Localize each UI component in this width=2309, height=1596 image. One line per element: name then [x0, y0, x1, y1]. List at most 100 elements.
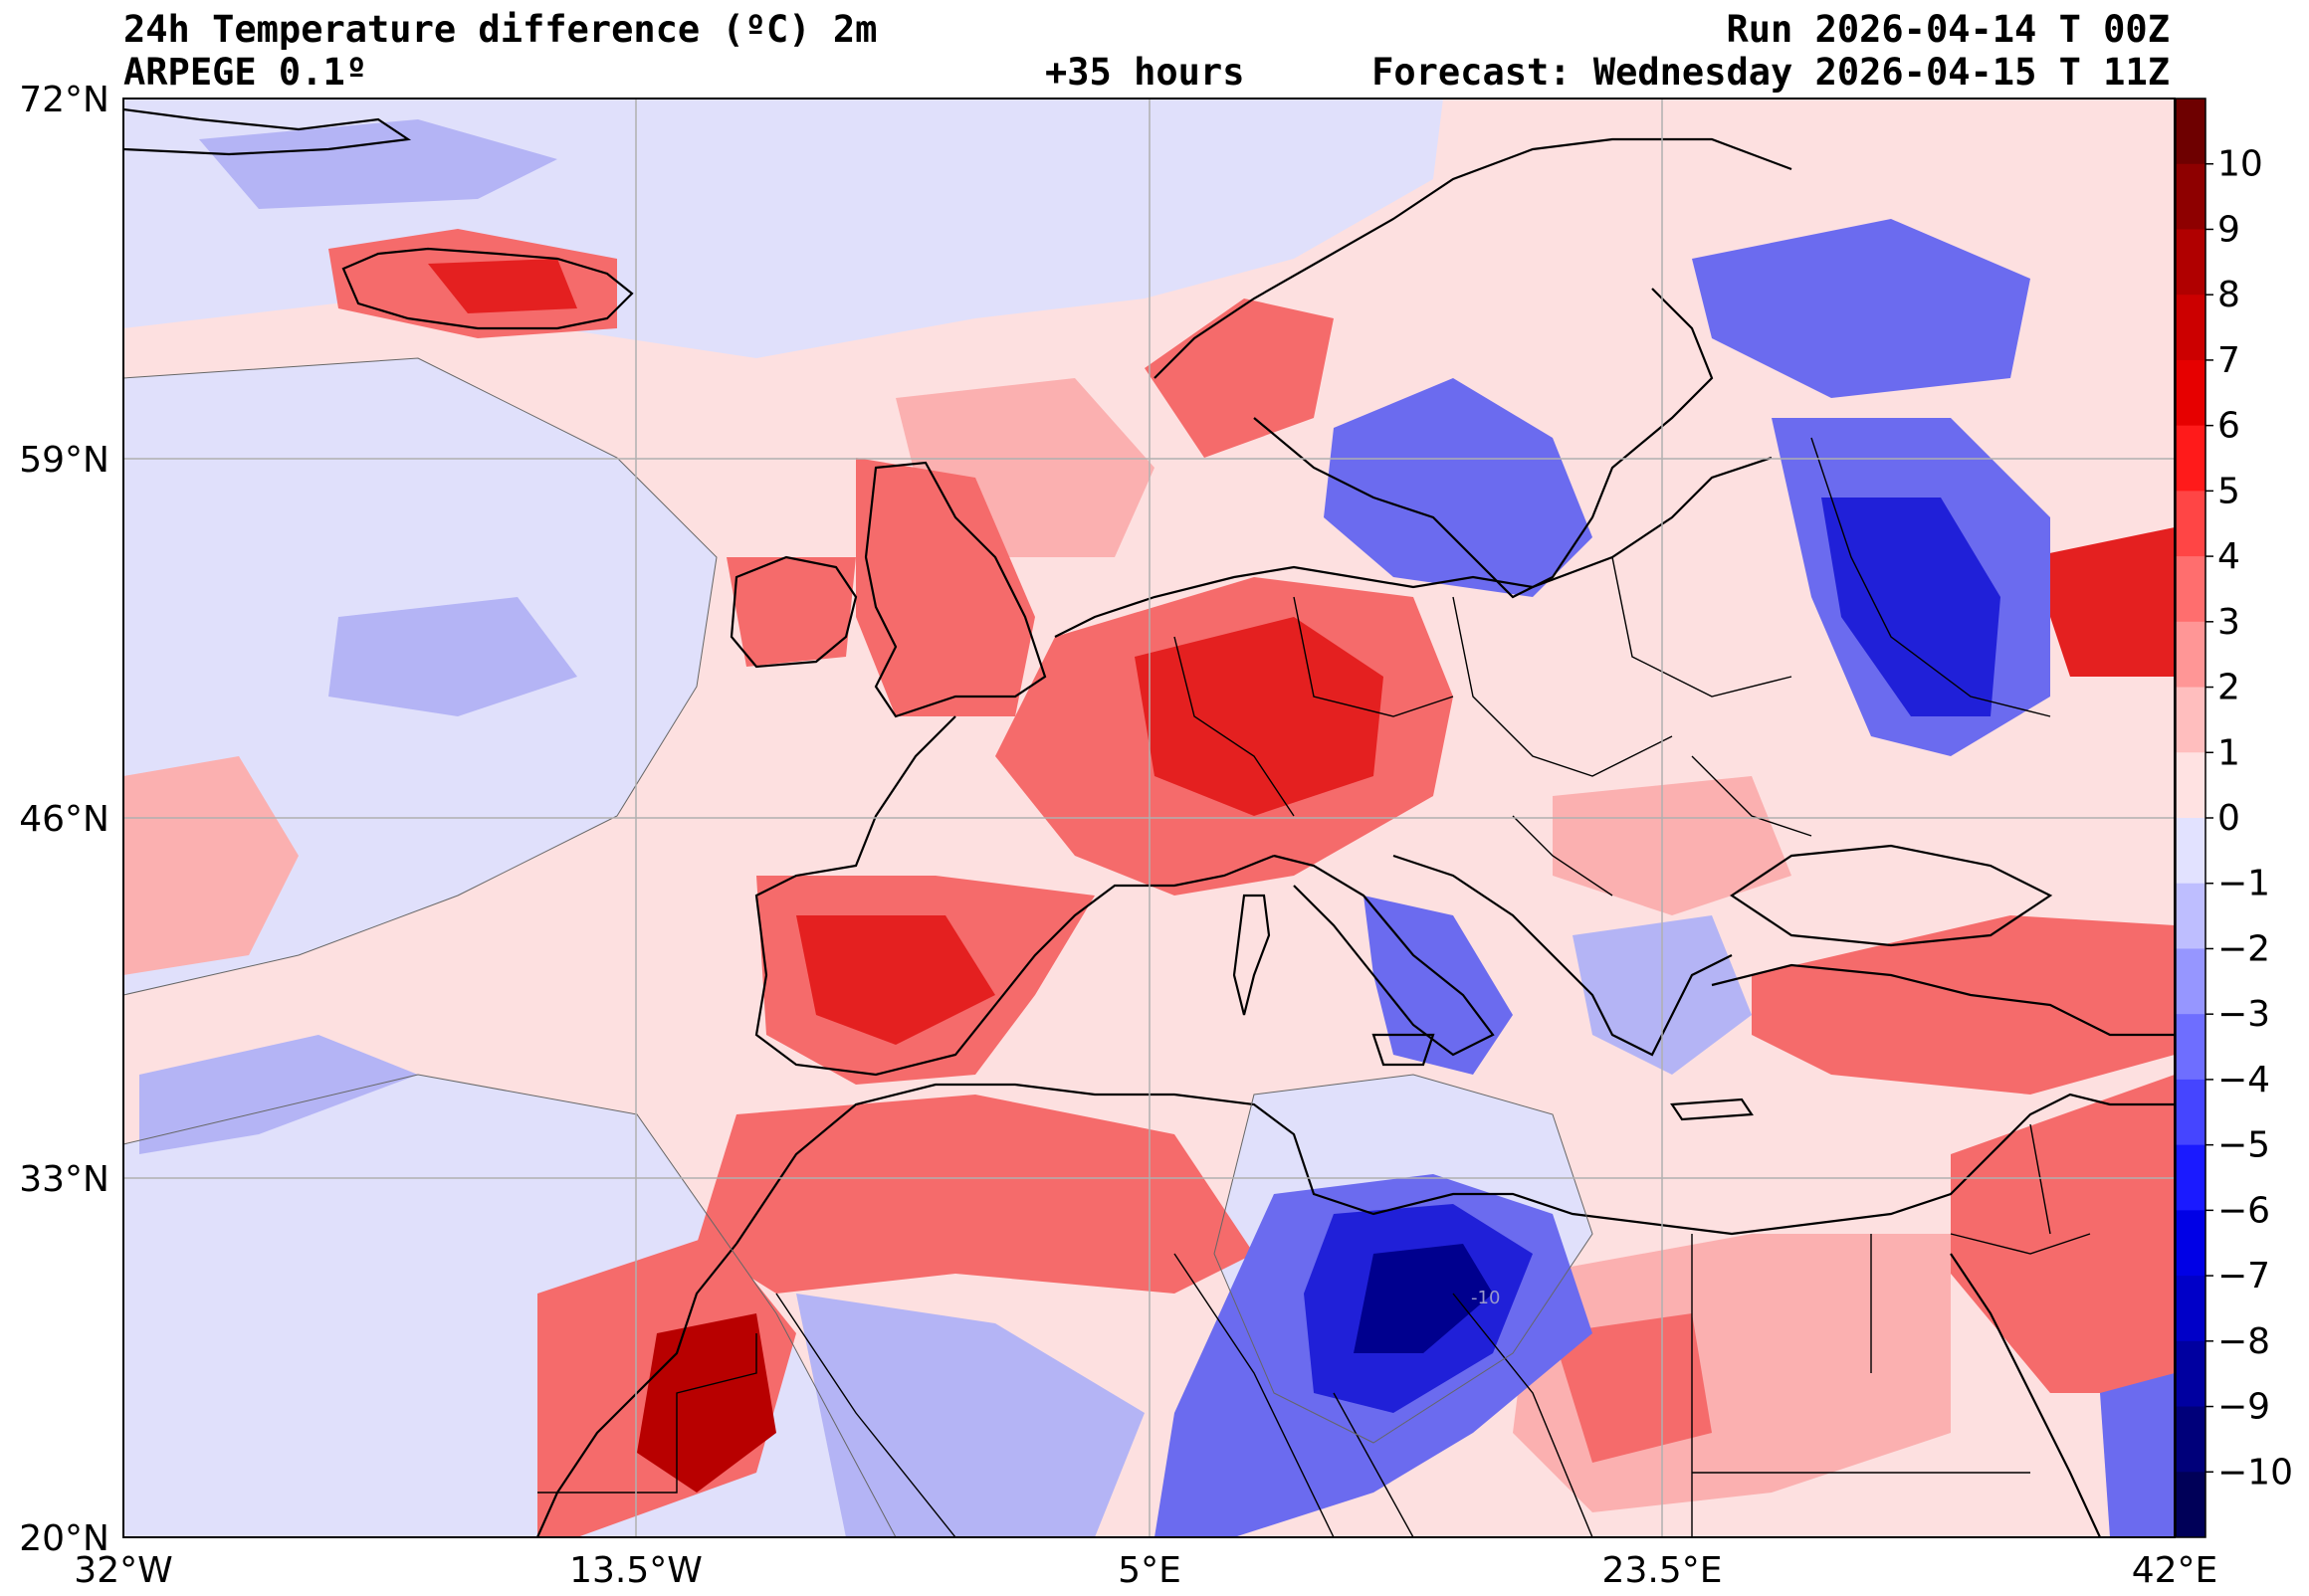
model-label: ARPEGE 0.1º [123, 51, 368, 94]
colorbar-level-label: −2 [2217, 928, 2270, 969]
colorbar-swatch [2176, 556, 2205, 623]
lon-axis-labels: 32°W 13.5°W 5°E 23.5°E 42°E [74, 1550, 2217, 1591]
colorbar-swatch [2176, 1406, 2205, 1473]
field-cool-scandinavia [1324, 378, 1592, 597]
colorbar-swatch [2176, 1340, 2205, 1408]
colorbar-level-label: 10 [2217, 144, 2263, 185]
colorbar-swatch [2176, 1276, 2205, 1342]
lon-label-42e: 42°E [2132, 1550, 2218, 1591]
field-cool-finland [1692, 219, 2030, 398]
colorbar-swatch [2176, 752, 2205, 819]
field-warm-iberia-core [796, 915, 995, 1045]
colorbar [2175, 98, 2213, 1538]
border-lines [775, 437, 2091, 1537]
coast-continent-north [1054, 456, 1773, 638]
field-warm-europe-core [1135, 617, 1383, 816]
colorbar-level-label: −1 [2217, 864, 2270, 904]
field-cool-russia-core [1821, 498, 2000, 716]
coast-crete [1670, 1097, 1754, 1121]
run-label: Run 2026-04-14 T 00Z [1726, 8, 2170, 51]
gridlines [123, 99, 2175, 1537]
coast-balkans-greece [1392, 854, 1733, 1057]
lat-label-72: 72°N [19, 80, 109, 120]
colorbar-level-label: −7 [2217, 1256, 2270, 1297]
field-warm-balkans [1553, 776, 1791, 915]
colorbar-level-label: 4 [2217, 536, 2240, 577]
lat-label-20: 20°N [19, 1518, 109, 1559]
colorbar-level-label: 3 [2217, 602, 2240, 643]
field-cool-sahara-deep [1354, 1244, 1493, 1353]
field-warm-norway [1145, 299, 1334, 458]
contour-label: -10 [1471, 1288, 1500, 1308]
field-warm-ireland [727, 557, 856, 667]
coast-sicily [1371, 1033, 1435, 1067]
chart-title: 24h Temperature difference (ºC) 2m [123, 8, 878, 51]
coast-greenland-tip [123, 107, 412, 156]
colorbar-level-label: 2 [2217, 668, 2240, 708]
lat-label-33: 33°N [19, 1159, 109, 1200]
field-warm-middle-east [1951, 1075, 2175, 1393]
colorbar-level-label: −10 [2217, 1452, 2293, 1493]
field-cool-redsea [2100, 1373, 2175, 1537]
colorbar-level-label: 7 [2217, 340, 2240, 381]
colorbar-swatch [2176, 229, 2205, 296]
colorbar-swatch [2176, 818, 2205, 885]
colorbar-swatch [2176, 1079, 2205, 1146]
map-field: -10 [123, 99, 2175, 1537]
colorbar-swatch [2176, 1144, 2205, 1211]
colorbar-swatch [2176, 491, 2205, 557]
colorbar-level-label: −5 [2217, 1125, 2270, 1166]
lat-axis-labels: 72°N 59°N 46°N 33°N 20°N [19, 80, 109, 1559]
contour-c [1213, 1074, 1593, 1444]
coast-italy [1273, 854, 1495, 1057]
colorbar-swatch [2176, 948, 2205, 1015]
colorbar-swatch [2176, 1014, 2205, 1081]
coastlines [123, 107, 2175, 1537]
coast-north-africa [735, 1083, 2175, 1245]
contour-a [123, 357, 718, 996]
coast-britain [864, 461, 1047, 718]
colorbar-swatch [2176, 1210, 2205, 1277]
colorbar-level-label: 5 [2217, 471, 2240, 511]
colorbar-level-label: 1 [2217, 732, 2240, 773]
forecast-label: Forecast: Wednesday 2026-04-15 T 11Z [1371, 51, 2170, 94]
field-warm-libya-core [1553, 1313, 1712, 1463]
border-mauritania [537, 1333, 757, 1494]
field-warm-atlantic-sw [123, 756, 299, 975]
contour-lines [123, 357, 1593, 1537]
coast-redsea [1950, 1253, 2101, 1537]
colorbar-level-label: −3 [2217, 994, 2270, 1035]
colorbar-level-label: 0 [2217, 798, 2240, 839]
colorbar-swatch [2176, 99, 2205, 165]
coast-ireland [730, 555, 858, 669]
colorbar-swatch [2176, 295, 2205, 361]
colorbar-level-label: −8 [2217, 1321, 2270, 1362]
field-cool-mid2 [328, 597, 577, 716]
field-warm-uk [856, 458, 1035, 716]
field-warm-nafrica [697, 1095, 1254, 1294]
field-cool-sahara-w [796, 1294, 1145, 1537]
contour-b [123, 1074, 897, 1537]
lon-label-13-5w: 13.5°W [569, 1550, 703, 1591]
colorbar-level-label: −4 [2217, 1060, 2270, 1100]
field-warm-turkey [1752, 915, 2175, 1095]
colorbar-level-label: 9 [2217, 209, 2240, 250]
colorbar-swatch [2176, 1472, 2205, 1538]
lead-time-label: +35 hours [1045, 51, 1245, 94]
lon-label-5e: 5°E [1118, 1550, 1181, 1591]
field-warm-russia [2030, 527, 2175, 677]
colorbar-level-label: 6 [2217, 406, 2240, 447]
lon-label-32w: 32°W [74, 1550, 172, 1591]
colorbar-swatch [2176, 621, 2205, 689]
colorbar-level-label: −9 [2217, 1387, 2270, 1428]
colorbar-swatch [2176, 359, 2205, 427]
coast-turkey [1711, 963, 2175, 1037]
map-frame [122, 98, 2176, 1538]
coast-sweden-baltic [1253, 288, 1714, 599]
field-cool-mid1 [199, 119, 557, 209]
colorbar-swatch [2176, 425, 2205, 492]
colorbar-swatch [2176, 883, 2205, 949]
colorbar-swatch [2176, 687, 2205, 753]
